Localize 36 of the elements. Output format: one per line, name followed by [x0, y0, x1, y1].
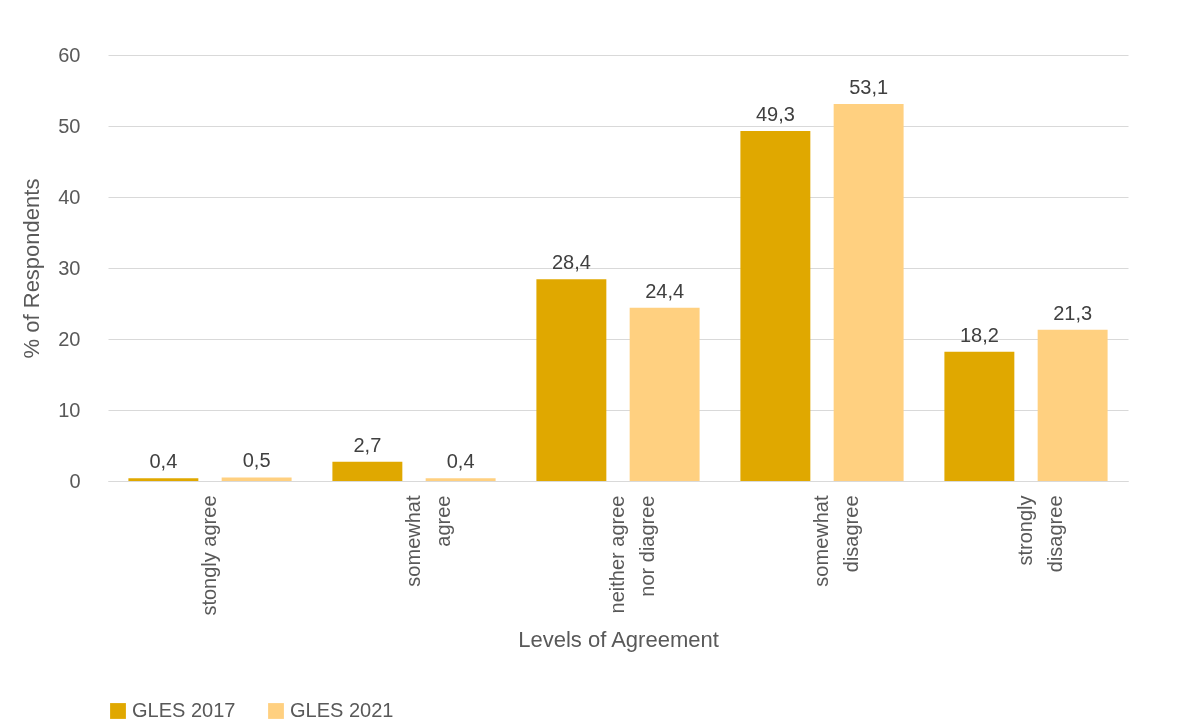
x-tick-label: somewhat disagree	[810, 495, 862, 587]
bar	[740, 130, 811, 481]
x-tick-label: somewhat agree	[402, 495, 454, 587]
y-tick-label: 30	[58, 256, 81, 279]
bar	[536, 279, 607, 481]
data-label: 24,4	[645, 279, 685, 302]
bar	[128, 478, 199, 481]
legend-label: GLES 2017	[132, 699, 236, 721]
bar	[944, 351, 1015, 481]
bar	[1037, 329, 1108, 481]
legend-label: GLES 2021	[290, 699, 394, 721]
bar	[425, 478, 496, 481]
data-label: 49,3	[755, 102, 795, 125]
y-tick-label: 50	[58, 114, 81, 137]
bar	[833, 103, 904, 481]
data-label: 21,3	[1053, 301, 1093, 324]
y-tick-label: 10	[58, 398, 81, 421]
y-tick-label: 40	[58, 185, 81, 208]
x-axis-title: Levels of Agreement	[518, 626, 719, 652]
data-label: 0,4	[149, 450, 178, 473]
data-label: 18,2	[959, 323, 999, 346]
y-tick-label: 60	[58, 43, 81, 66]
data-label: 28,4	[551, 251, 591, 274]
y-tick-label: 0	[69, 469, 81, 492]
x-tick-label: stongly agree	[198, 495, 220, 616]
data-label: 0,5	[242, 449, 271, 472]
x-tick-label: neither agree nor diagree	[606, 495, 658, 614]
data-label: 0,4	[446, 450, 475, 473]
y-tick-label: 20	[58, 327, 81, 350]
data-label: 2,7	[353, 433, 382, 456]
bar	[221, 477, 292, 481]
x-tick-label: strongly disagree	[1014, 495, 1066, 573]
bar	[629, 307, 700, 481]
data-label: 53,1	[849, 75, 889, 98]
bar	[332, 461, 403, 481]
y-axis-title: % of Respondents	[19, 178, 45, 359]
